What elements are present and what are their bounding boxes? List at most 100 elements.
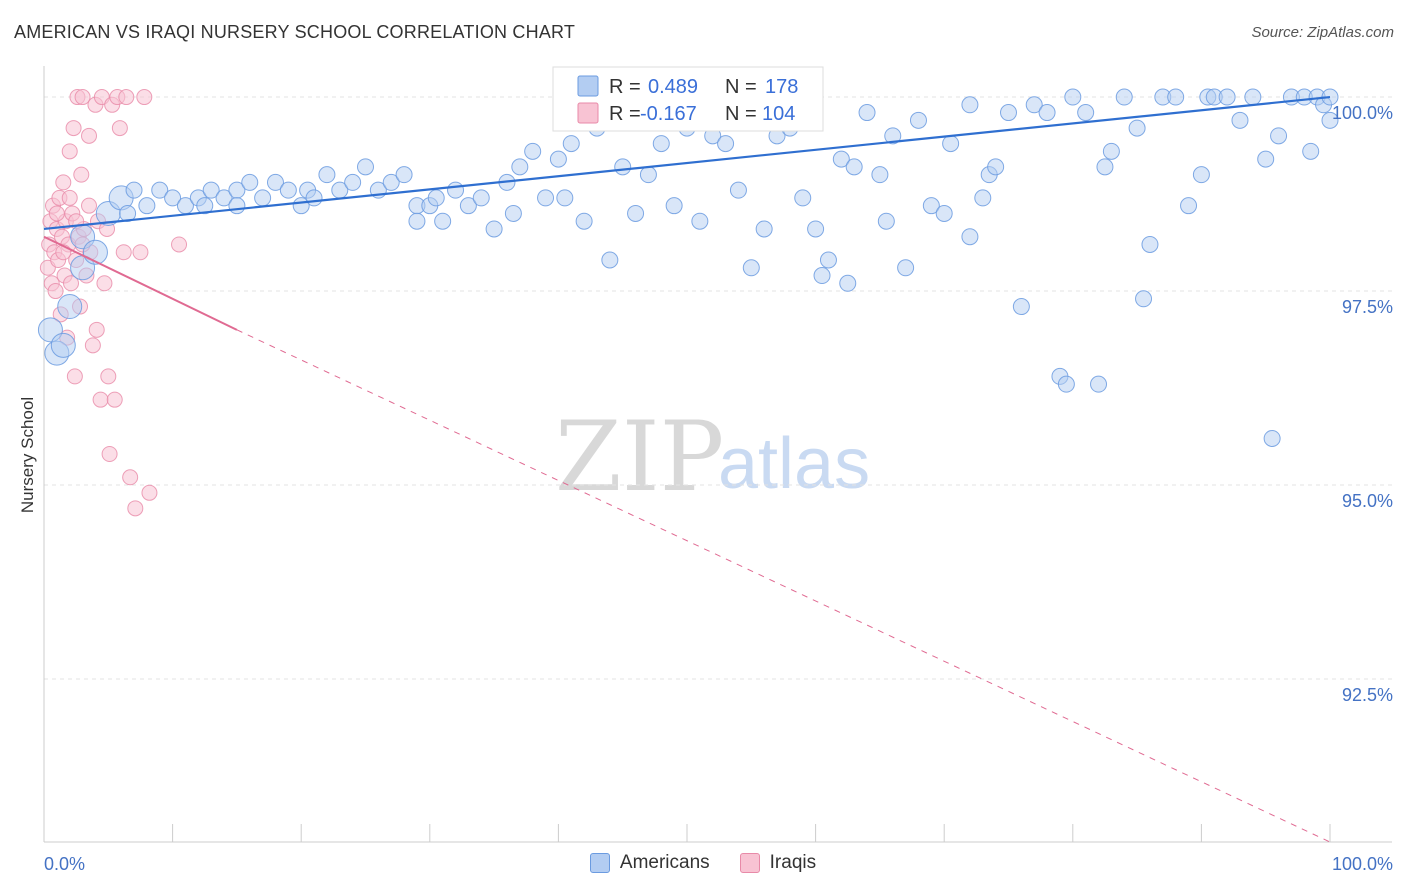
americans-point: [717, 135, 735, 153]
y-tick-label-1: 95.0%: [1342, 491, 1393, 511]
americans-point: [1064, 88, 1082, 106]
americans-point: [665, 197, 683, 215]
americans-point: [125, 181, 143, 199]
americans-point: [877, 212, 895, 230]
iraqis-point: [61, 189, 78, 206]
americans-point: [511, 158, 529, 176]
americans-point: [357, 158, 374, 176]
americans-point: [858, 104, 876, 122]
iraqis-point: [61, 143, 78, 160]
americans-point: [845, 158, 863, 176]
iraqis-legend-label: Iraqis: [769, 852, 817, 873]
americans-point: [1128, 119, 1146, 137]
americans-point: [614, 158, 632, 176]
americans-point: [1270, 127, 1288, 145]
americans-point: [601, 251, 619, 269]
americans-point: [1000, 104, 1017, 122]
americans-point: [447, 181, 465, 199]
americans-point: [897, 259, 915, 277]
americans-point: [1057, 375, 1075, 393]
americans-r-value: 0.489: [648, 76, 698, 98]
iraqis-point: [132, 244, 149, 261]
x-tick-label-min: 0.0%: [44, 854, 85, 874]
iraqis-point: [100, 368, 117, 385]
iraqis-r-value: -0.167: [640, 103, 697, 125]
y-tick-labels: 92.5% 95.0% 97.5% 100.0%: [1332, 103, 1393, 705]
legend-item-iraqis[interactable]: Iraqis: [739, 852, 817, 874]
americans-point: [305, 189, 323, 207]
americans-point: [1038, 104, 1056, 122]
americans-point: [1115, 88, 1133, 106]
americans-point: [1302, 142, 1320, 160]
americans-point: [1218, 88, 1236, 106]
americans-n-label: N =: [725, 76, 757, 98]
americans-point: [1025, 96, 1043, 114]
americans-point: [1263, 429, 1281, 447]
americans-point: [961, 96, 979, 114]
americans-point: [151, 181, 169, 199]
iraqis-point: [81, 127, 98, 144]
iraqis-point: [48, 205, 65, 222]
americans-point: [691, 212, 709, 230]
americans-point: [1096, 158, 1114, 176]
americans-point: [344, 173, 362, 191]
iraqis-point: [74, 89, 91, 106]
iraqis-point: [81, 197, 98, 214]
iraqis-point: [96, 275, 113, 292]
americans-point: [215, 189, 233, 207]
americans-point: [935, 204, 953, 222]
americans-point: [164, 189, 182, 207]
americans-point: [537, 189, 555, 207]
trend-lines: [43, 95, 1331, 843]
americans-point: [1321, 111, 1339, 129]
americans-point: [961, 228, 979, 246]
iraqis-point: [88, 321, 105, 338]
iraqis-point: [141, 484, 158, 501]
iraqis-point: [122, 469, 139, 486]
americans-point: [1180, 197, 1198, 215]
iraqis-point: [127, 500, 144, 517]
watermark-atlas: atlas: [718, 424, 870, 504]
americans-point: [485, 220, 503, 238]
americans-point: [138, 197, 156, 215]
americans-point: [196, 197, 214, 215]
iraqis-points: [39, 89, 188, 517]
watermark: ZIP atlas: [555, 401, 870, 513]
americans-point: [839, 274, 857, 292]
americans-swatch: [577, 75, 599, 97]
americans-point: [1167, 88, 1185, 106]
x-tick-label-max: 100.0%: [1332, 854, 1393, 874]
iraqis-trend-extension: [236, 329, 1331, 843]
americans-n-value: 178: [765, 76, 798, 98]
americans-point: [254, 189, 272, 207]
iraqis-n-label: N =: [725, 103, 757, 125]
americans-point: [279, 181, 297, 199]
americans-point: [318, 166, 336, 184]
americans-point: [434, 212, 452, 230]
americans-point: [241, 173, 259, 191]
iraqis-point: [47, 283, 64, 300]
americans-point: [504, 204, 522, 222]
americans-point: [1192, 166, 1210, 184]
legend-item-americans[interactable]: Americans: [589, 852, 710, 874]
americans-point: [459, 197, 477, 215]
iraqis-point: [73, 166, 90, 183]
americans-point: [813, 267, 831, 285]
stat-legend: R = 0.489 N = 178 R = -0.167 N = 104: [552, 66, 824, 132]
americans-point: [794, 189, 812, 207]
iraqis-point: [63, 275, 80, 292]
americans-point: [266, 173, 284, 191]
americans-point: [562, 135, 580, 153]
americans-point: [575, 212, 593, 230]
americans-points: [37, 88, 1339, 447]
iraqis-trend-line: [43, 235, 238, 331]
americans-point: [639, 166, 657, 184]
americans-r-label: R =: [609, 76, 641, 98]
source-label: Source: ZipAtlas.com: [1251, 24, 1394, 41]
americans-point: [1231, 111, 1249, 129]
iraqis-n-value: 104: [762, 103, 795, 125]
americans-point: [909, 111, 927, 129]
iraqis-point: [136, 89, 153, 106]
americans-point: [807, 220, 825, 238]
iraqis-point: [84, 337, 101, 354]
